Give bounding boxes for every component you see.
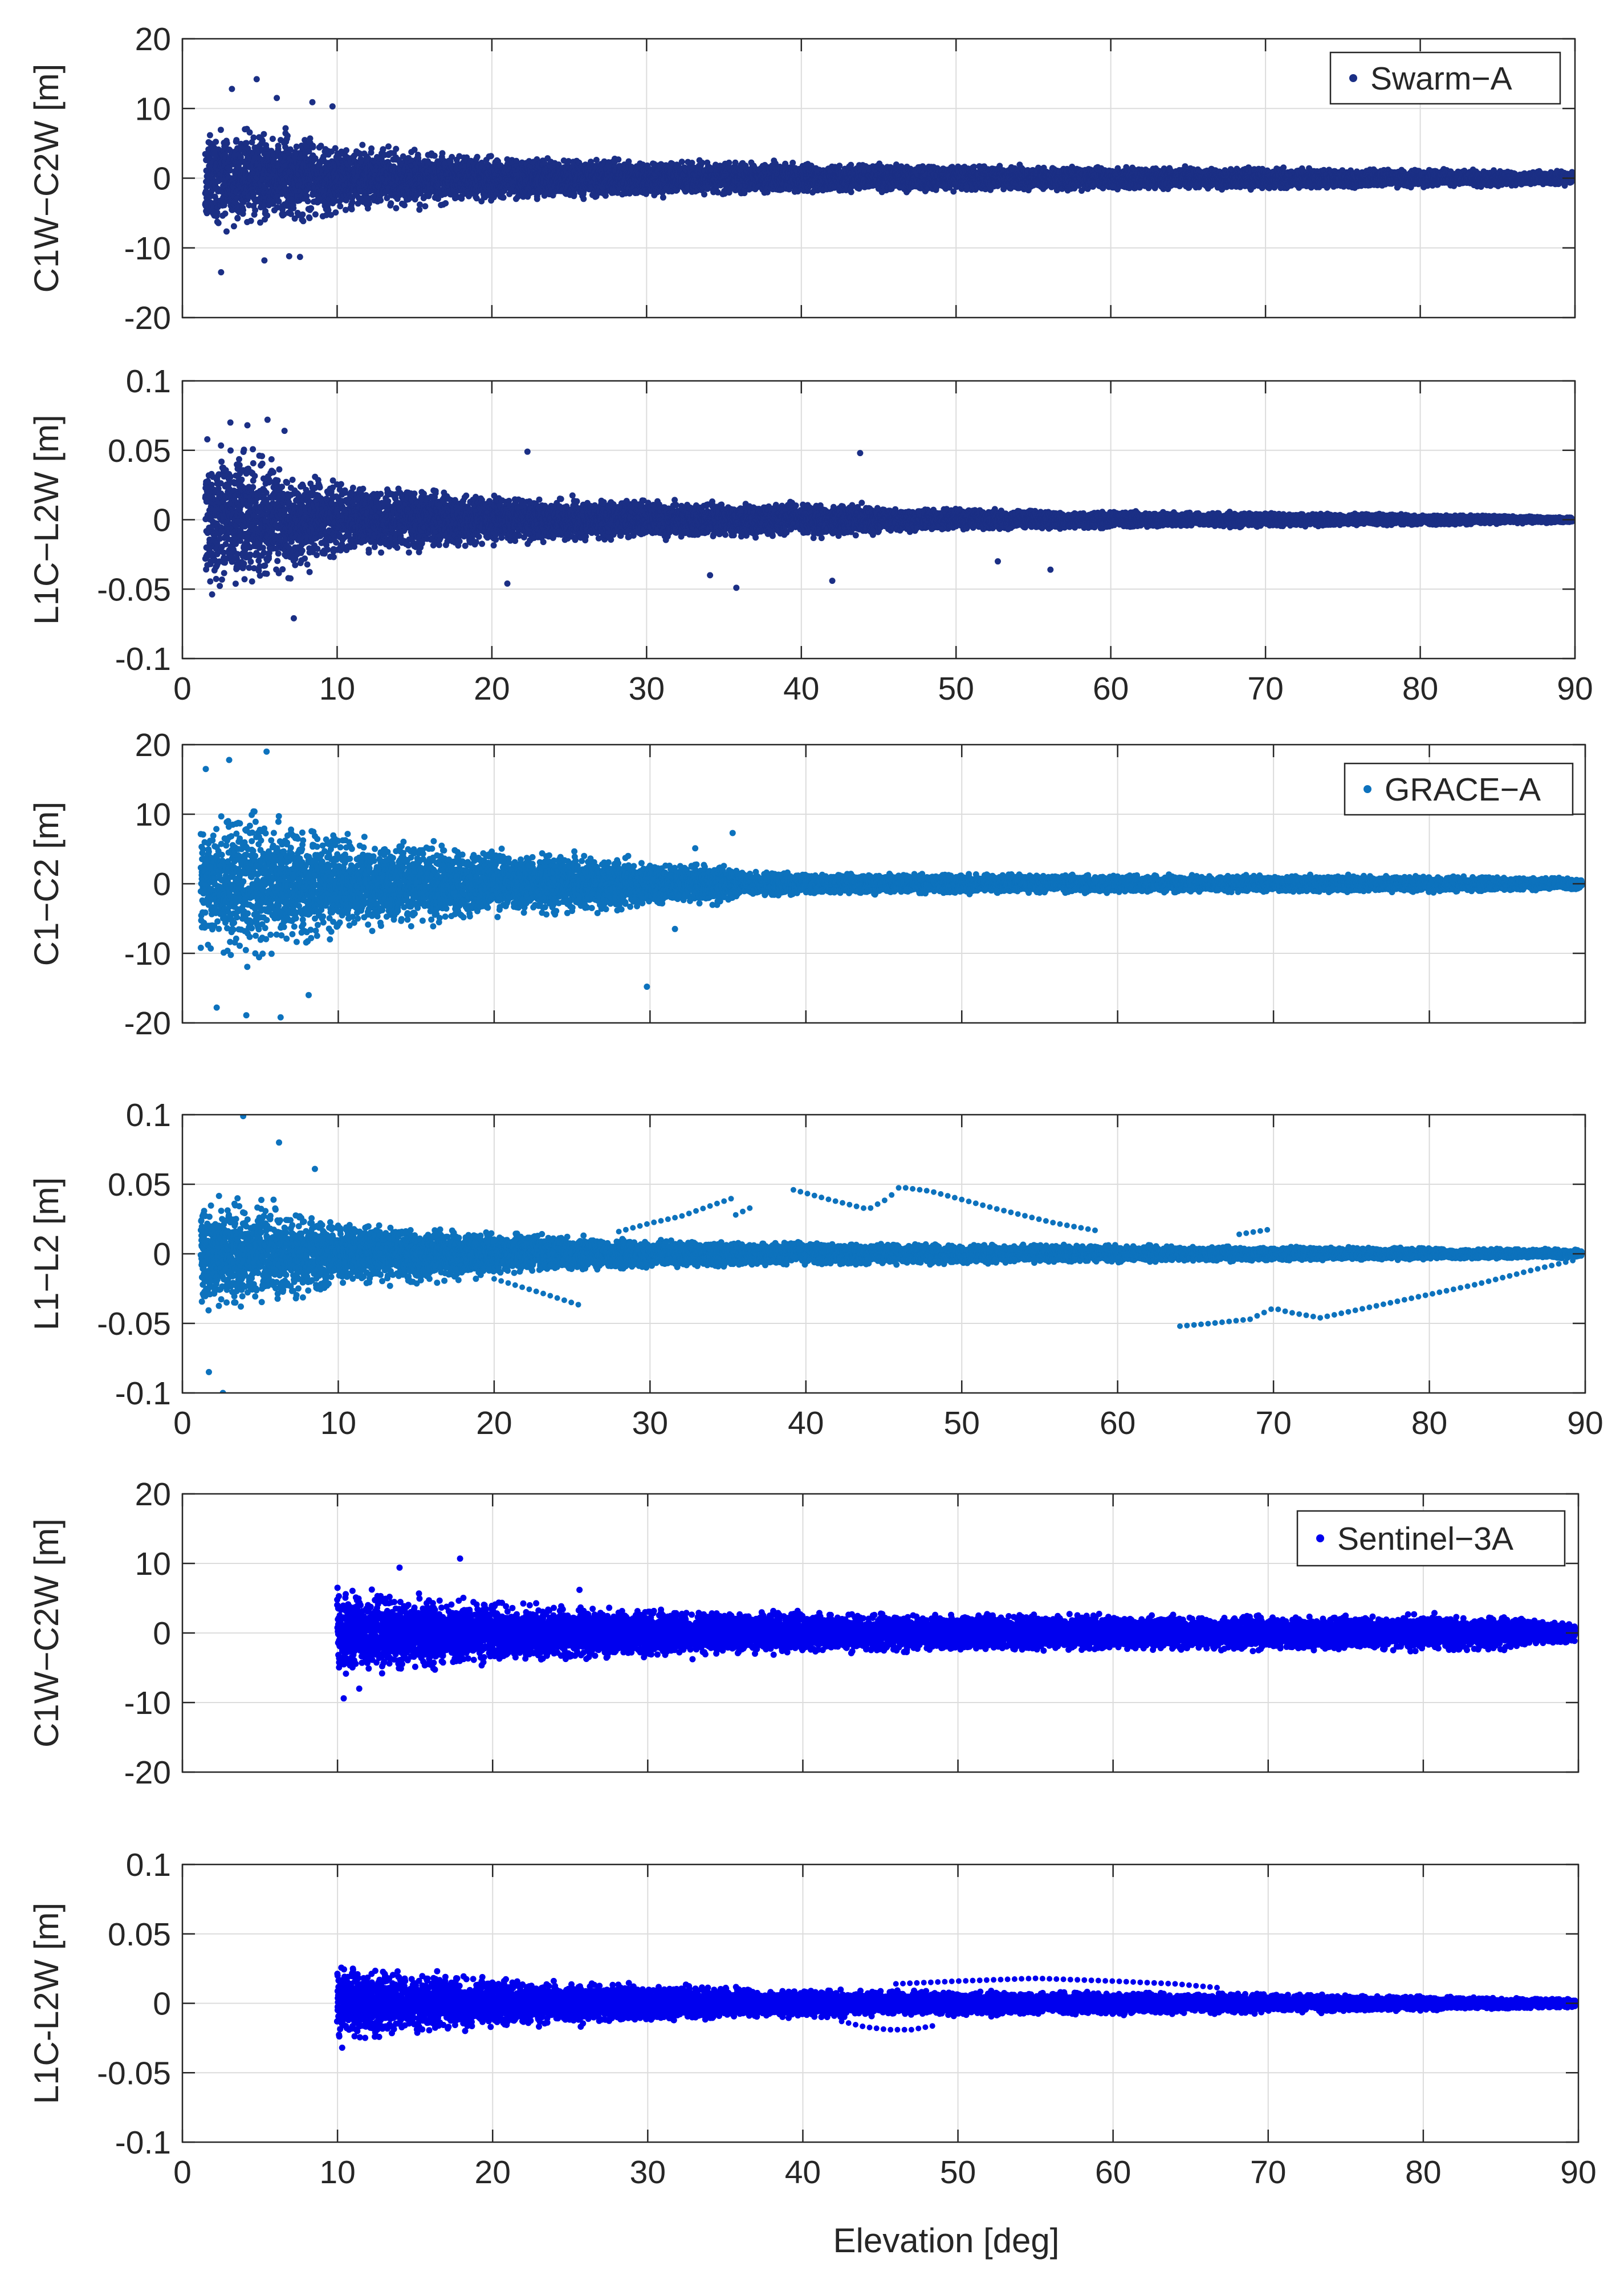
data-point [300, 218, 307, 224]
data-point [284, 133, 291, 139]
data-point [660, 194, 666, 201]
data-point [223, 229, 230, 235]
data-point [248, 218, 254, 224]
data-point [240, 207, 246, 213]
data-point [380, 146, 386, 152]
data-point [377, 197, 384, 204]
data-point [488, 153, 494, 159]
data-point [207, 132, 213, 139]
data-point [247, 129, 253, 136]
data-point [368, 145, 375, 152]
data-point [701, 191, 707, 197]
data-point [432, 153, 438, 159]
data-point [732, 160, 739, 166]
data-point [270, 136, 276, 142]
data-point [416, 206, 422, 213]
data-point [679, 159, 685, 165]
data-point [306, 214, 312, 221]
data-point [299, 212, 306, 218]
data-point [283, 125, 289, 132]
data-point [234, 216, 241, 222]
data-point [359, 142, 365, 148]
data-point [305, 198, 311, 204]
data-point [231, 223, 237, 229]
data-point [401, 202, 408, 208]
data-point [332, 209, 339, 216]
data-point [474, 154, 481, 160]
data-point [442, 200, 449, 206]
data-point [571, 191, 577, 197]
data-point [243, 140, 250, 146]
data-point [252, 207, 258, 213]
data-point [213, 139, 219, 145]
data-point [387, 202, 393, 209]
data-point [250, 135, 257, 141]
data-point [385, 143, 392, 149]
data-point [349, 206, 355, 213]
data-point [264, 212, 270, 218]
data-point [343, 147, 349, 153]
data-point [393, 146, 399, 152]
data-point [615, 156, 621, 162]
data-point [625, 159, 632, 165]
data-point [726, 160, 732, 166]
data-point [310, 143, 316, 149]
data-point [312, 212, 319, 218]
data-point [349, 199, 356, 205]
data-point [366, 201, 372, 207]
data-point [261, 131, 267, 137]
data-point [422, 203, 428, 209]
data-point [415, 153, 421, 160]
data-point [214, 209, 221, 216]
data-point [224, 140, 230, 147]
data-point [393, 205, 399, 212]
data-point [500, 194, 507, 201]
data-point [218, 127, 224, 133]
data-point [308, 205, 314, 212]
data-point [439, 150, 446, 156]
data-point [337, 203, 343, 209]
data-point [580, 196, 587, 202]
data-point [215, 220, 222, 226]
data-point [222, 210, 229, 217]
